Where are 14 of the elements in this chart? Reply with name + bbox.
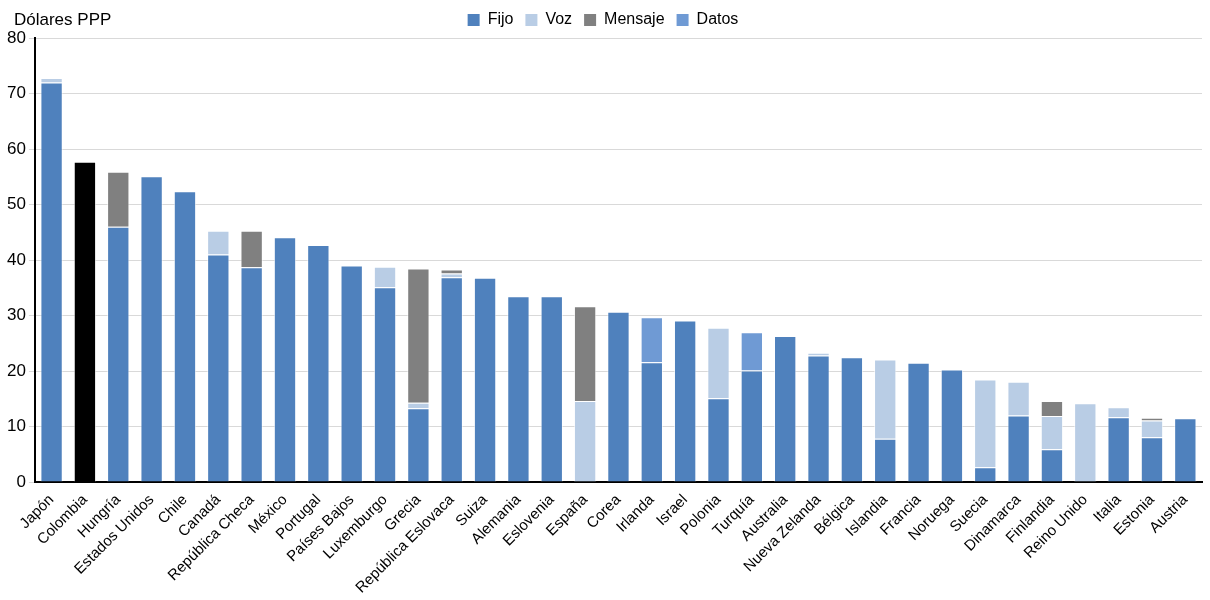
y-tick-label: 0 [16,471,26,491]
y-tick-label: 10 [6,416,26,436]
legend-label: Fijo [487,10,514,28]
legend-label: Mensaje [604,10,665,28]
y-tick-label: 40 [6,249,26,269]
legend-label: Datos [696,10,739,28]
legend-label: Voz [545,10,573,28]
y-tick-label: 50 [6,194,26,214]
y-tick-label: 70 [6,83,26,103]
y-tick-label: 20 [6,360,26,380]
y-tick-label: 60 [6,138,26,158]
y-tick-label: 30 [6,305,26,325]
y-tick-label: 80 [6,27,26,47]
y-axis-title: Dólares PPP [14,10,112,30]
